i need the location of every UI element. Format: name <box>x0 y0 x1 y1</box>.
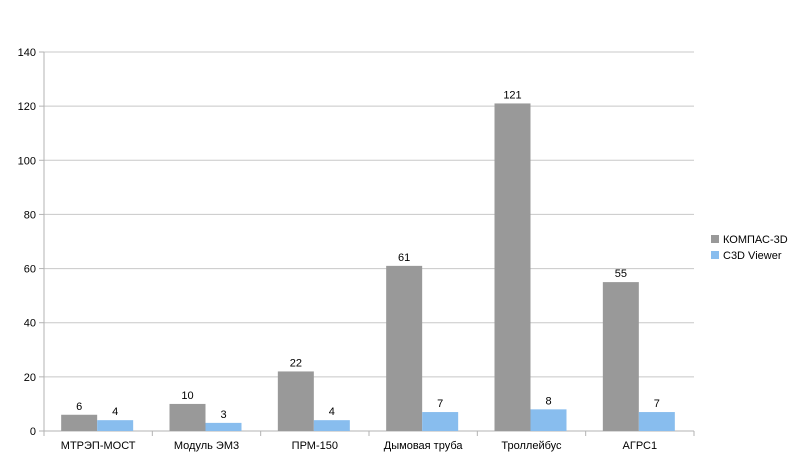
y-tick-label: 140 <box>18 47 36 59</box>
axes: 0 20 40 60 80 100 120 140 МТРЭП-МОСТ Модуль ЭМ3 ПР… <box>18 47 695 452</box>
x-tick-label: ПРМ-150 <box>292 440 338 452</box>
data-label: 6 <box>76 401 82 413</box>
gridlines <box>44 51 694 432</box>
data-label: 22 <box>290 357 302 369</box>
legend-label: C3D Viewer <box>723 250 782 262</box>
bar <box>386 265 423 431</box>
data-label: 10 <box>181 390 193 402</box>
x-tick-label: Модуль ЭМ3 <box>174 440 239 452</box>
legend-swatch <box>711 235 719 243</box>
bar <box>97 420 134 431</box>
y-tick-label: 80 <box>24 209 36 221</box>
data-label: 55 <box>615 268 627 280</box>
bar <box>205 422 242 431</box>
bar <box>277 371 314 431</box>
bar <box>494 103 531 431</box>
bar <box>61 414 98 431</box>
x-tick-label: Дымовая труба <box>384 440 464 452</box>
data-label: 3 <box>220 409 226 421</box>
legend-label: КОМПАС-3D <box>723 234 788 246</box>
data-label: 7 <box>437 398 443 410</box>
data-label: 121 <box>503 89 521 101</box>
x-tick-label: МТРЭП-МОСТ <box>61 440 136 452</box>
y-tick-label: 0 <box>30 426 36 438</box>
legend: КОМПАС-3D C3D Viewer <box>711 234 788 262</box>
data-label: 8 <box>545 395 551 407</box>
data-label: 61 <box>398 252 410 264</box>
bar <box>638 412 675 431</box>
bars <box>61 103 675 431</box>
bar <box>602 282 639 431</box>
y-tick-label: 40 <box>24 318 36 330</box>
bar <box>169 403 206 431</box>
data-label: 4 <box>112 406 118 418</box>
data-labels: 6 4 10 3 22 4 61 7 121 8 55 7 <box>76 89 660 420</box>
bar <box>422 412 459 431</box>
legend-swatch <box>711 251 719 259</box>
y-tick-label: 20 <box>24 372 36 384</box>
y-tick-label: 100 <box>18 155 36 167</box>
x-tick-label: Троллейбус <box>501 440 562 452</box>
y-tick-label: 60 <box>24 264 36 276</box>
data-label: 4 <box>329 406 335 418</box>
x-tick-label: АГРС1 <box>623 440 658 452</box>
bar <box>530 409 567 431</box>
bar <box>313 420 350 431</box>
data-label: 7 <box>654 398 660 410</box>
y-tick-label: 120 <box>18 101 36 113</box>
